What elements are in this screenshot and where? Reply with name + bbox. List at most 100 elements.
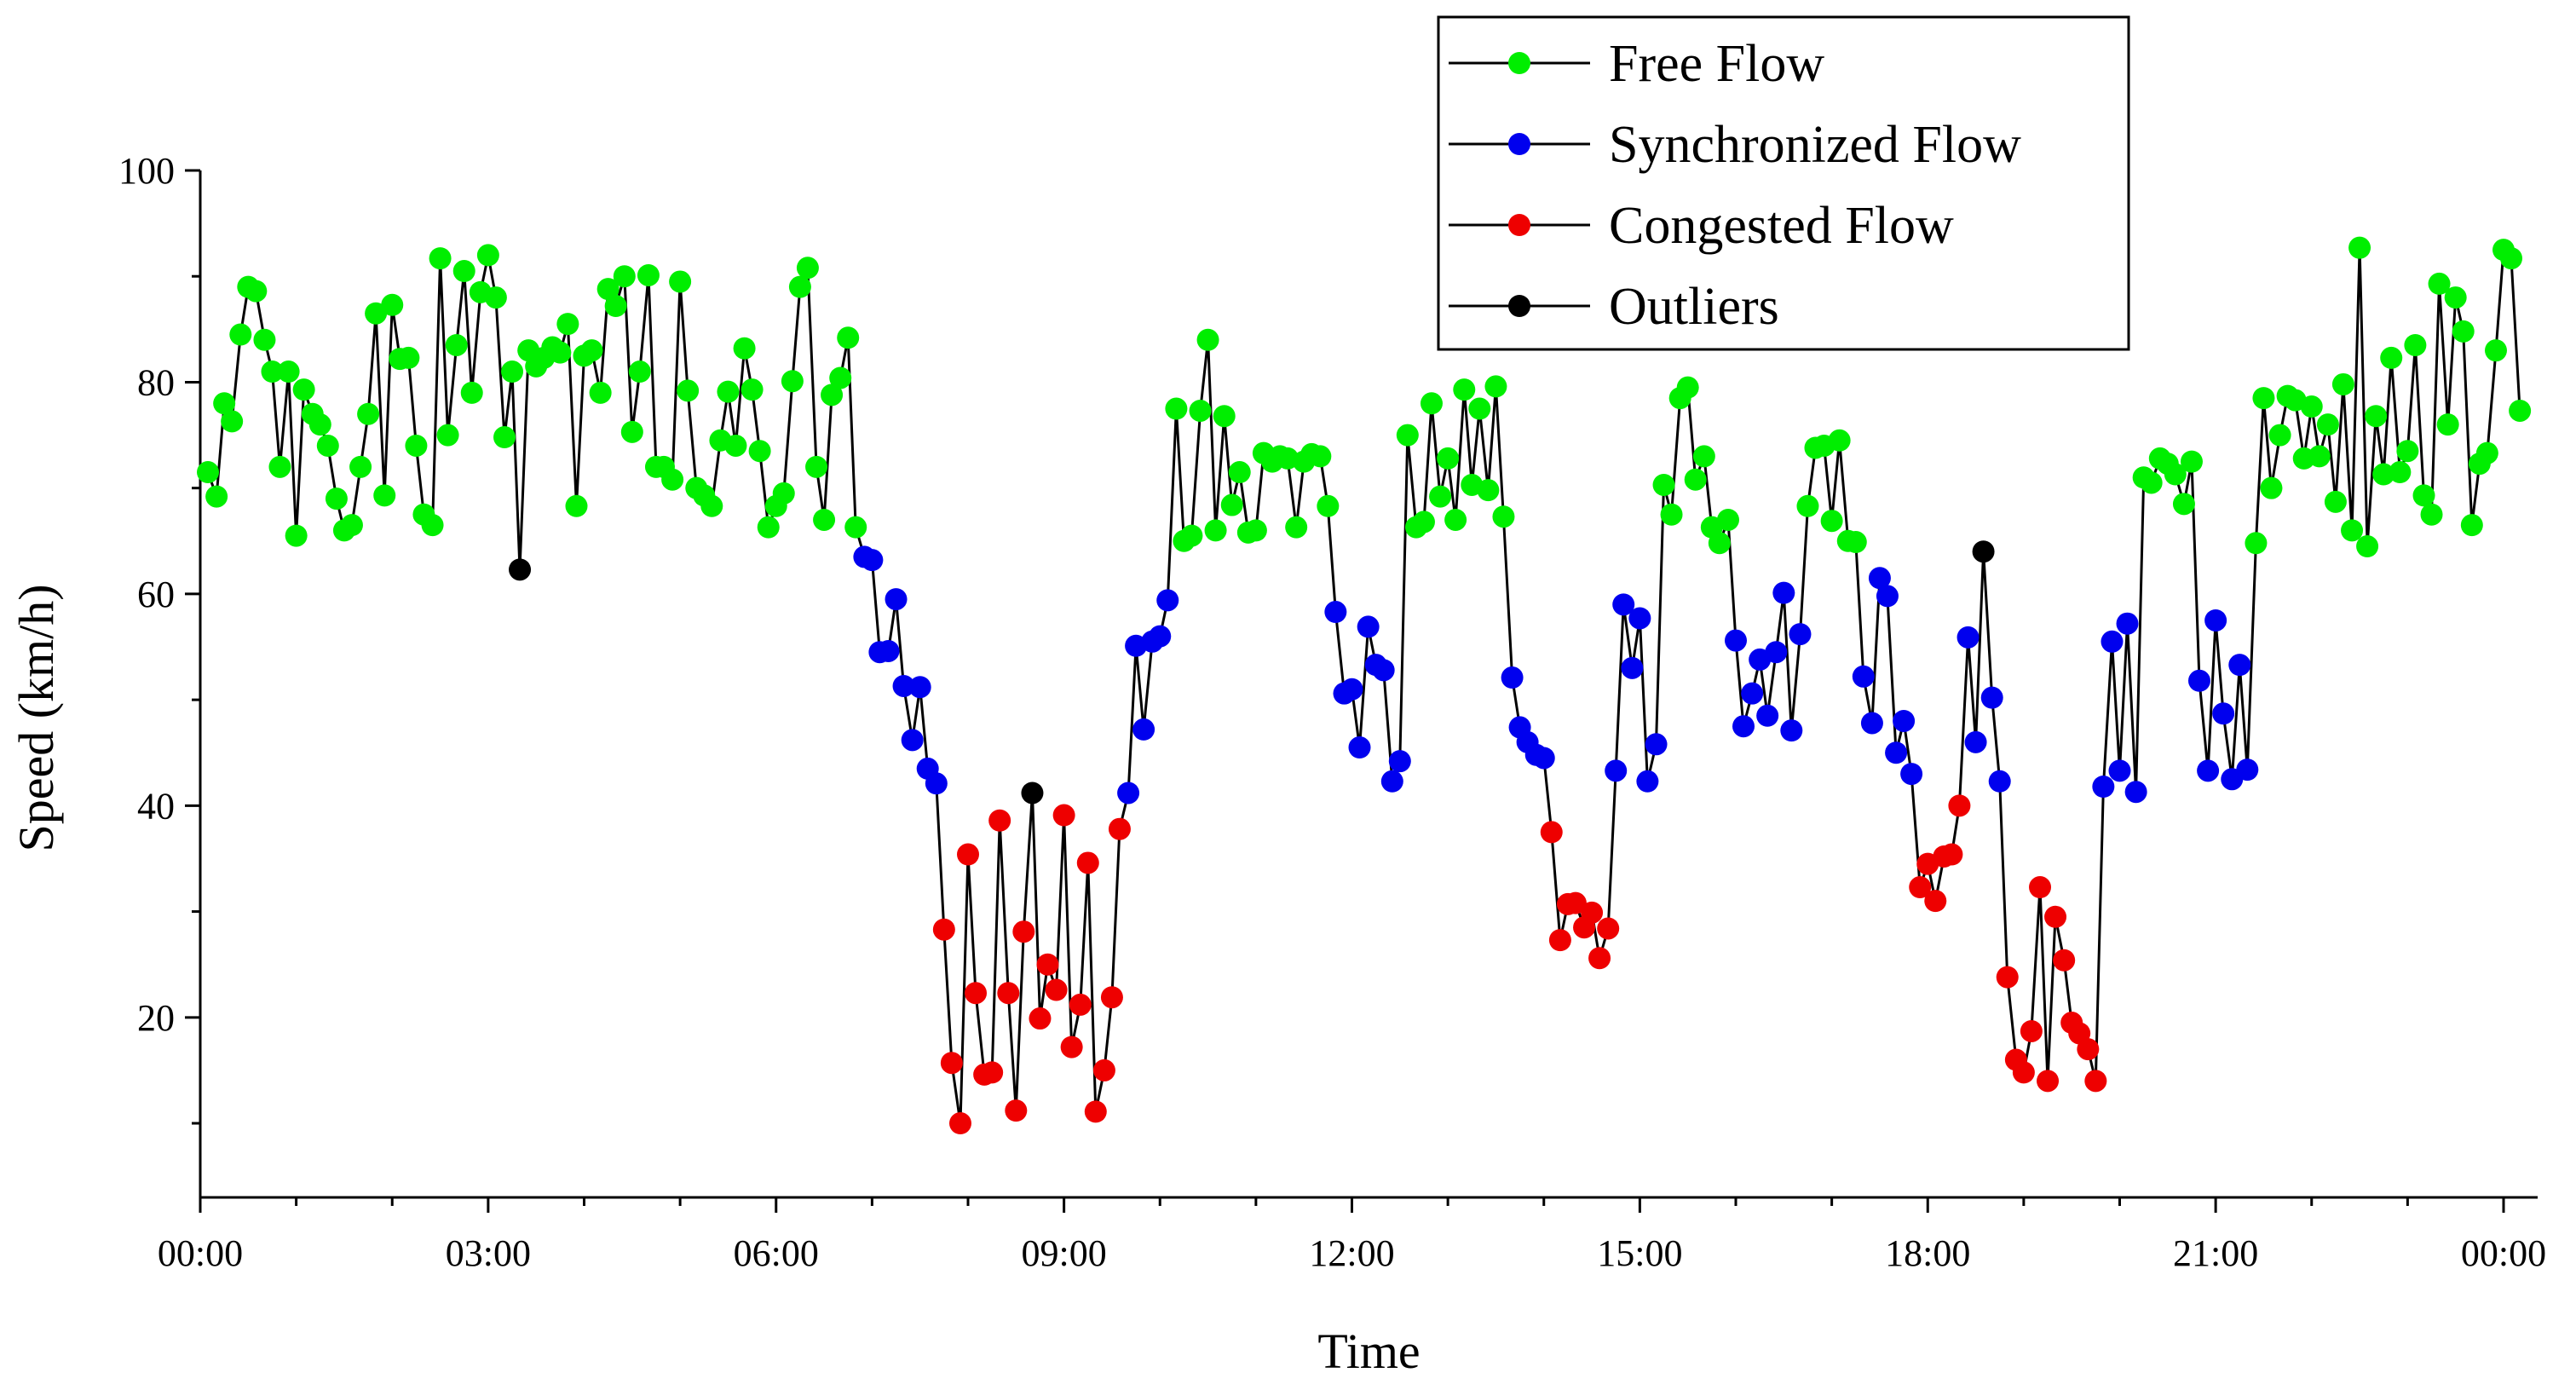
free-flow-point bbox=[1285, 516, 1308, 539]
free-flow-point bbox=[589, 381, 612, 404]
congested-flow-point bbox=[1564, 891, 1587, 914]
congested-flow-point bbox=[1092, 1058, 1115, 1081]
congested-flow-point bbox=[2037, 1070, 2060, 1093]
free-flow-point bbox=[213, 392, 236, 415]
congested-flow-point bbox=[1100, 986, 1123, 1009]
y-tick-label: 80 bbox=[137, 361, 175, 403]
x-tick-label: 12:00 bbox=[1309, 1232, 1394, 1274]
free-flow-point bbox=[268, 455, 291, 478]
synchronized-flow-point bbox=[1772, 581, 1795, 604]
free-flow-point bbox=[1189, 399, 1212, 422]
free-flow-point bbox=[556, 313, 579, 336]
congested-flow-point bbox=[1029, 1007, 1052, 1030]
synchronized-flow-point bbox=[1725, 629, 1747, 652]
free-flow-point bbox=[661, 468, 684, 491]
free-flow-point bbox=[2500, 247, 2523, 270]
free-flow-point bbox=[813, 508, 836, 531]
synchronized-flow-point bbox=[1860, 712, 1883, 735]
free-flow-point bbox=[501, 360, 524, 384]
congested-flow-point bbox=[988, 809, 1011, 832]
free-flow-point bbox=[2509, 399, 2532, 422]
free-flow-point bbox=[1196, 328, 1219, 351]
free-flow-point bbox=[1396, 424, 1419, 447]
synchronized-flow-point bbox=[2204, 608, 2227, 632]
congested-flow-point bbox=[1909, 876, 1932, 899]
free-flow-point bbox=[2164, 463, 2187, 486]
synchronized-flow-point bbox=[885, 588, 908, 611]
congested-flow-point bbox=[1069, 993, 1092, 1016]
synchronized-flow-point bbox=[861, 549, 884, 572]
free-flow-point bbox=[2452, 320, 2475, 343]
free-flow-point bbox=[604, 295, 627, 318]
y-tick-label: 100 bbox=[118, 150, 175, 192]
data-points bbox=[197, 236, 2532, 1135]
synchronized-flow-point bbox=[1645, 733, 1668, 756]
congested-flow-point bbox=[1005, 1099, 1028, 1122]
series-line-layer bbox=[206, 246, 2521, 1125]
legend-marker-outliers bbox=[1508, 295, 1530, 317]
congested-flow-point bbox=[1084, 1100, 1107, 1123]
free-flow-point bbox=[596, 278, 620, 301]
free-flow-point bbox=[308, 413, 331, 436]
congested-flow-point bbox=[1052, 804, 1075, 827]
free-flow-point bbox=[1692, 445, 1715, 468]
congested-flow-point bbox=[1012, 920, 1035, 943]
free-flow-point bbox=[229, 323, 252, 346]
free-flow-point bbox=[1244, 519, 1267, 542]
synchronized-flow-point bbox=[1628, 607, 1651, 630]
synchronized-flow-point bbox=[1532, 747, 1555, 770]
congested-flow-point bbox=[2029, 876, 2052, 899]
free-flow-point bbox=[1213, 405, 1236, 428]
free-flow-point bbox=[1444, 508, 1467, 531]
outliers-point bbox=[1972, 540, 1995, 563]
congested-flow-point bbox=[2044, 905, 2067, 928]
free-flow-point bbox=[1228, 461, 1251, 484]
legend-marker-synchronized-flow bbox=[1508, 133, 1530, 155]
synchronized-flow-point bbox=[1380, 770, 1403, 793]
free-flow-point bbox=[2245, 532, 2268, 555]
free-flow-point bbox=[221, 410, 244, 433]
synchronized-flow-point bbox=[1964, 730, 1987, 753]
synchronized-flow-point bbox=[1117, 782, 1140, 805]
free-flow-point bbox=[1844, 531, 1867, 554]
congested-flow-point bbox=[1060, 1035, 1083, 1058]
synchronized-flow-point bbox=[1357, 615, 1380, 638]
free-flow-point bbox=[2428, 272, 2451, 295]
synchronized-flow-point bbox=[908, 676, 931, 699]
legend-label-outliers: Outliers bbox=[1609, 278, 1779, 336]
x-tick-label: 21:00 bbox=[2173, 1232, 2258, 1274]
synchronized-flow-point bbox=[1612, 593, 1635, 616]
x-tick-label: 00:00 bbox=[2461, 1232, 2546, 1274]
synchronized-flow-point bbox=[1348, 736, 1371, 759]
x-tick-label: 09:00 bbox=[1022, 1232, 1107, 1274]
free-flow-point bbox=[2356, 535, 2379, 558]
free-flow-point bbox=[1317, 494, 1340, 517]
congested-flow-point bbox=[1581, 901, 1604, 924]
congested-flow-point bbox=[965, 982, 988, 1005]
y-tick-label: 40 bbox=[137, 785, 175, 827]
congested-flow-point bbox=[1540, 821, 1563, 844]
x-tick-label: 00:00 bbox=[158, 1232, 243, 1274]
free-flow-point bbox=[357, 402, 380, 425]
congested-flow-point bbox=[1108, 817, 1131, 840]
synchronized-flow-point bbox=[1732, 715, 1755, 738]
congested-flow-point bbox=[2053, 949, 2076, 972]
free-flow-point bbox=[1165, 397, 1188, 420]
y-tick-label: 60 bbox=[137, 574, 175, 615]
free-flow-point bbox=[373, 484, 396, 507]
synchronized-flow-point bbox=[1372, 659, 1395, 682]
free-flow-point bbox=[421, 514, 444, 537]
synchronized-flow-point bbox=[2236, 758, 2259, 782]
synchronized-flow-point bbox=[2187, 669, 2210, 692]
synchronized-flow-point bbox=[1636, 770, 1659, 793]
synchronized-flow-point bbox=[1780, 719, 1803, 742]
free-flow-point bbox=[2308, 445, 2331, 468]
free-flow-point bbox=[429, 247, 452, 270]
x-tick-label: 15:00 bbox=[1597, 1232, 1682, 1274]
free-flow-point bbox=[580, 339, 603, 362]
free-flow-point bbox=[2348, 236, 2371, 259]
free-flow-point bbox=[772, 482, 795, 505]
congested-flow-point bbox=[2077, 1038, 2100, 1061]
free-flow-point bbox=[717, 380, 740, 403]
